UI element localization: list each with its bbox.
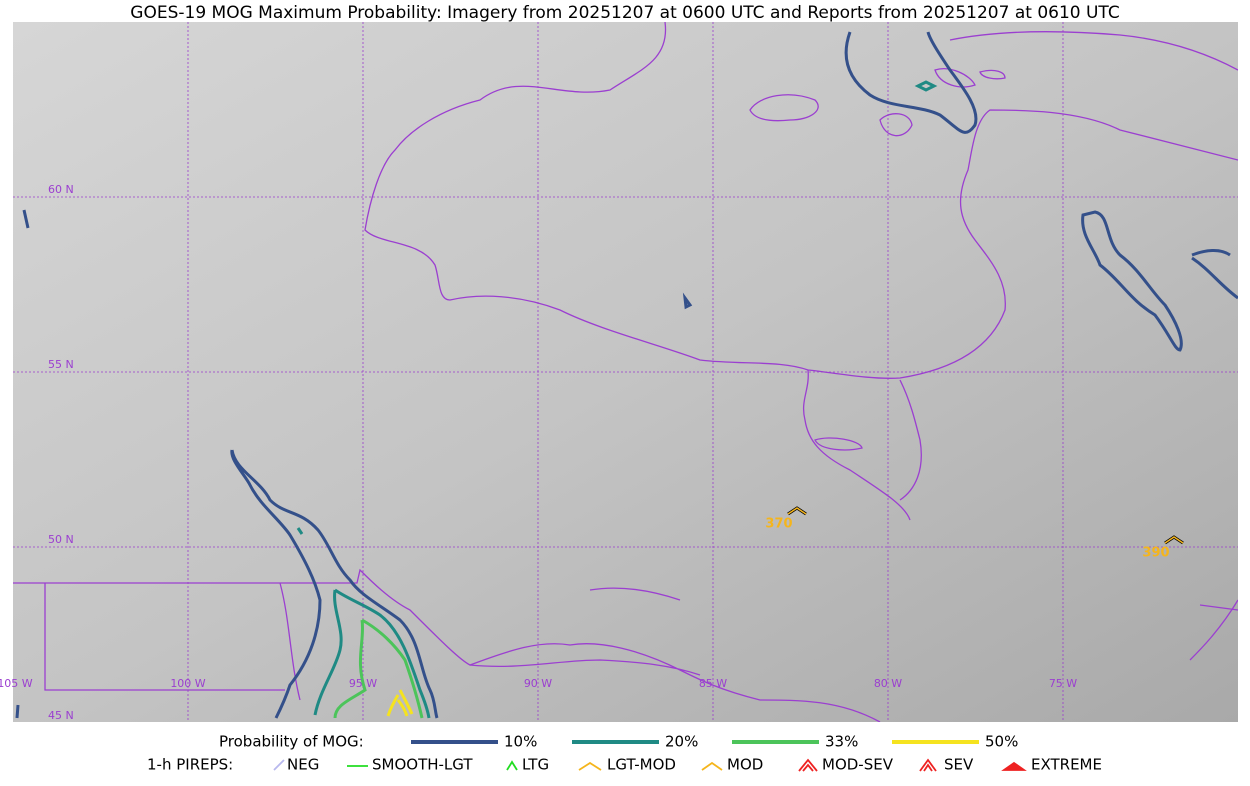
- lon-label: 105 W: [0, 677, 33, 690]
- coastline: [899, 379, 922, 501]
- contour: [1191, 249, 1238, 300]
- pirep-altitude: 390: [1142, 546, 1169, 561]
- contour: [230, 449, 439, 719]
- legend-label: MOD-SEV: [822, 756, 894, 774]
- legend-label: MOD: [727, 756, 763, 774]
- title: GOES-19 MOG Maximum Probability: Imagery…: [130, 3, 1119, 23]
- legend-label: SMOOTH-LGT: [372, 756, 473, 774]
- lat-label: 60 N: [48, 183, 74, 196]
- pirep-legend-icon: [798, 758, 818, 772]
- lon-label: 95 W: [349, 677, 377, 690]
- contour: [296, 80, 938, 719]
- pirep-legend-icon: [506, 760, 518, 771]
- lon-label: 90 W: [524, 677, 552, 690]
- graticule-labels: 60 N 55 N 50 N 45 N 105 W 100 W 95 W 90 W 85 W 80…: [0, 183, 1077, 722]
- pirep-legend-icon: [919, 758, 937, 772]
- lat-label: 55 N: [48, 358, 74, 371]
- pirep-icon: [787, 507, 807, 515]
- legend-label: 20%: [665, 733, 698, 751]
- pirep-altitude: 370: [765, 517, 792, 532]
- lon-label: 85 W: [699, 677, 727, 690]
- contour: [386, 689, 414, 717]
- pirep-icon: [1164, 536, 1184, 544]
- lon-label: 100 W: [170, 677, 205, 690]
- coastline: [949, 31, 1238, 661]
- lat-label: 45 N: [48, 709, 74, 722]
- legend-label: 10%: [504, 733, 537, 751]
- graticule: [13, 22, 1238, 722]
- pireps: 370 390: [765, 506, 1184, 561]
- legend-label: LGT-MOD: [607, 756, 676, 774]
- legend-label: 50%: [985, 733, 1018, 751]
- lake: [749, 68, 1006, 451]
- probability-contours: [15, 31, 1238, 719]
- legend-title: 1-h PIREPS:: [147, 756, 233, 774]
- lon-label: 80 W: [874, 677, 902, 690]
- legend-title: Probability of MOG:: [219, 733, 364, 751]
- map: [13, 22, 1238, 722]
- contour: [333, 618, 424, 719]
- legend-label: EXTREME: [1031, 756, 1102, 774]
- coastlines: [13, 22, 1238, 722]
- pirep-legend-icon: [578, 761, 602, 771]
- coastline: [364, 22, 1238, 521]
- pirep-legend-icon: [273, 759, 285, 771]
- border: [13, 568, 881, 722]
- pirep-legend-icon: [1001, 761, 1027, 771]
- legend-label: 33%: [825, 733, 858, 751]
- legend: Probability of MOG: 10% 20% 33% 50% 1-h PIREP…: [147, 733, 1102, 774]
- legend-label: NEG: [287, 756, 319, 774]
- legend-label: LTG: [522, 756, 549, 774]
- lon-label: 75 W: [1049, 677, 1077, 690]
- legend-label: SEV: [944, 756, 974, 774]
- contour: [844, 31, 978, 134]
- contour: [1081, 210, 1183, 352]
- contour: [15, 209, 693, 719]
- lat-label: 50 N: [48, 533, 74, 546]
- pirep-legend-icon: [701, 761, 723, 771]
